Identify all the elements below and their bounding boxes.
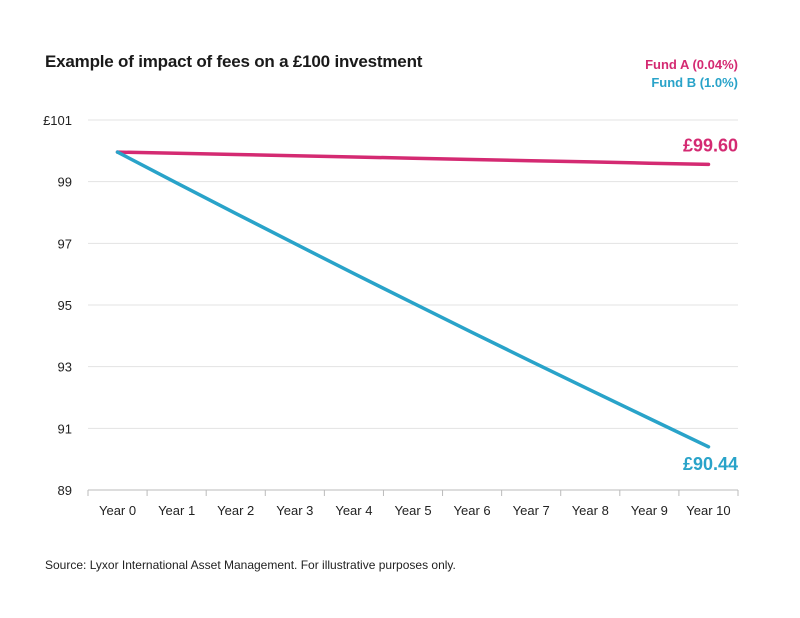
legend-fund-b: Fund B (1.0%) (651, 75, 738, 90)
legend: Fund A (0.04%) Fund B (1.0%) (645, 56, 738, 92)
x-tick-label: Year 7 (513, 503, 550, 518)
y-tick-label: £101 (43, 113, 72, 128)
x-tick-label: Year 4 (335, 503, 372, 518)
y-tick-label: 99 (58, 175, 72, 190)
x-tick-label: Year 8 (572, 503, 609, 518)
x-tick-label: Year 5 (394, 503, 431, 518)
x-tick-label: Year 10 (686, 503, 730, 518)
y-tick-label: 89 (58, 483, 72, 498)
x-tick-label: Year 0 (99, 503, 136, 518)
y-tick-label: 95 (58, 298, 72, 313)
x-tick-label: Year 2 (217, 503, 254, 518)
legend-fund-a: Fund A (0.04%) (645, 57, 738, 72)
x-tick-label: Year 3 (276, 503, 313, 518)
x-tick-label: Year 9 (631, 503, 668, 518)
series-line-fund-b (115, 150, 711, 449)
y-tick-label: 91 (58, 421, 72, 436)
chart-title: Example of impact of fees on a £100 inve… (45, 52, 423, 71)
x-tick-label: Year 1 (158, 503, 195, 518)
series-line-fund-a (115, 150, 711, 167)
source-note: Source: Lyxor International Asset Manage… (45, 558, 456, 572)
y-tick-label: 93 (58, 360, 72, 375)
x-tick-label: Year 6 (454, 503, 491, 518)
end-value-label-fund-b: £90.44 (683, 454, 738, 474)
y-tick-label: 97 (58, 236, 72, 251)
end-value-label-fund-a: £99.60 (683, 135, 738, 155)
